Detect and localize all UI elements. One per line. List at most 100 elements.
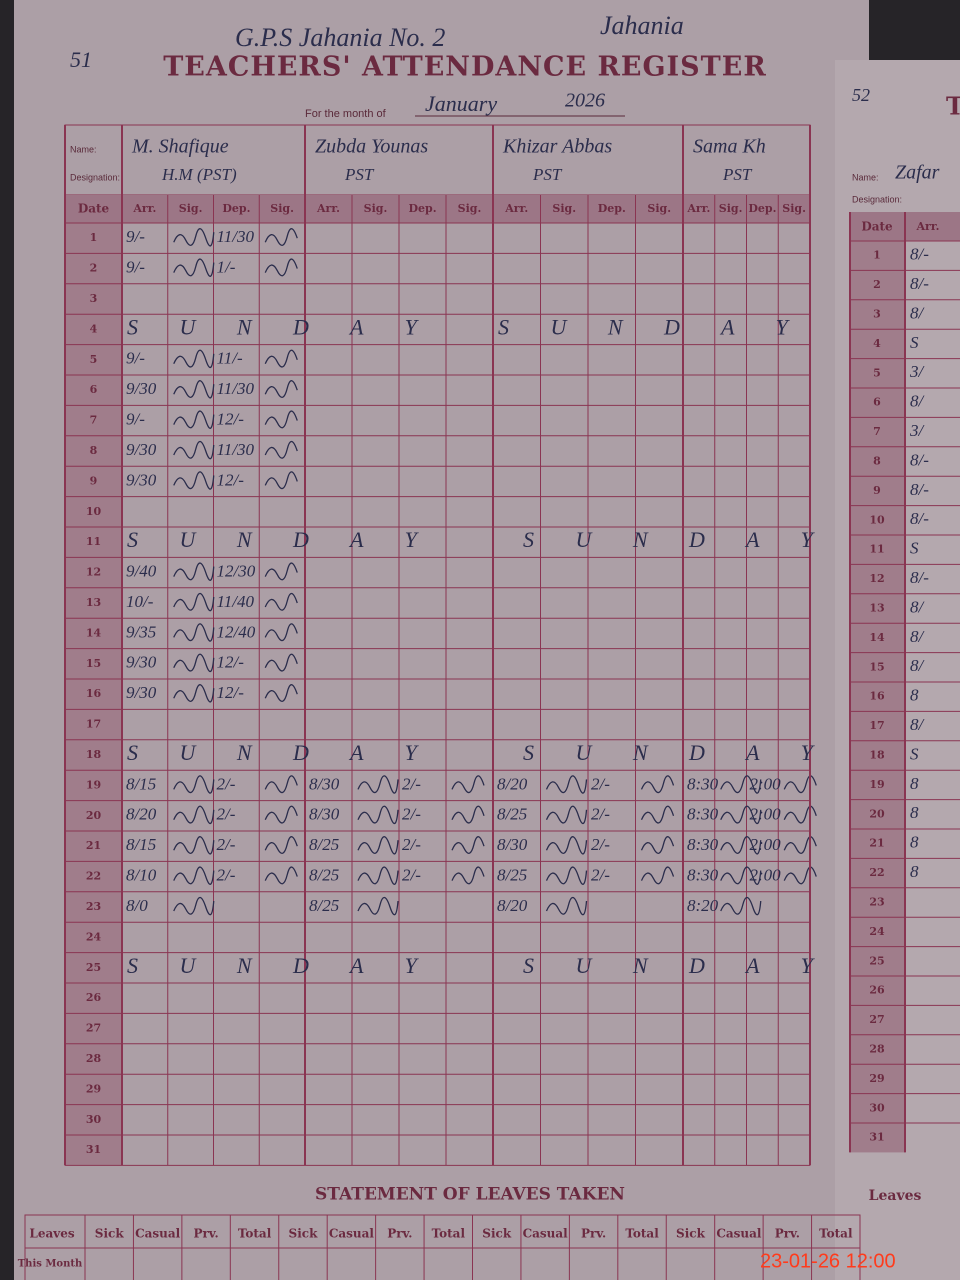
next-date-label: 7 (873, 425, 881, 438)
sunday-mark: S U N D A Y (523, 953, 831, 978)
next-arrival: 8/ (910, 656, 926, 675)
departure-time: 2:00 (750, 835, 782, 854)
leaves-header: Sick (289, 1227, 319, 1241)
signature (545, 775, 588, 794)
school-name: G.P.S Jahania No. 2 (235, 23, 445, 52)
signature (173, 349, 215, 369)
departure-time: 12/- (217, 470, 245, 489)
column-header: Sig. (647, 202, 671, 215)
departure-time: 11/30 (217, 379, 255, 398)
timestamp: 23-01-26 12:00 (760, 1250, 896, 1272)
signature (264, 471, 298, 490)
signature (173, 592, 215, 612)
next-date-label: 25 (869, 954, 884, 967)
departure-time: 2/- (402, 866, 421, 885)
year: 2026 (565, 90, 605, 112)
teacher-designation: PST (532, 165, 563, 184)
date-label: 25 (86, 961, 101, 974)
next-arrival: 8 (910, 803, 919, 822)
next-date-label: 9 (873, 484, 881, 497)
departure-time: 2/- (402, 774, 421, 793)
date-label: 22 (86, 870, 101, 883)
next-arrival: 8 (910, 686, 919, 705)
date-label: 27 (86, 1022, 101, 1035)
signature (640, 805, 675, 824)
next-date-label: 29 (869, 1072, 884, 1085)
arrival-time: 8:20 (687, 896, 719, 915)
signature (173, 410, 215, 429)
column-header: Arr. (686, 202, 710, 215)
column-header: Sig. (719, 202, 743, 215)
departure-time: 11/- (217, 349, 243, 368)
arrival-time: 8/20 (497, 774, 528, 793)
signature (720, 836, 762, 855)
arrival-time: 8/20 (497, 896, 528, 915)
sunday-mark: S U N D A Y (523, 527, 831, 552)
arrival-time: 8/20 (126, 805, 157, 824)
leaves-header: Prv. (775, 1227, 800, 1241)
departure-time: 2/- (217, 774, 236, 793)
leaves-header: Total (432, 1227, 466, 1241)
departure-time: 12/40 (217, 622, 256, 641)
date-label: 30 (86, 1113, 102, 1126)
leaves-table (24, 1214, 861, 1280)
next-arrival: S (910, 744, 919, 763)
signature (720, 896, 762, 916)
next-arrival: 8/ (910, 303, 926, 322)
date-label: 21 (86, 839, 101, 852)
teacher-name: M. Shafique (131, 136, 229, 158)
arrival-time: 8/15 (126, 774, 156, 793)
next-leaves-header: Leaves (869, 1188, 922, 1204)
next-arrival: 8/- (910, 245, 929, 264)
next-date-label: 3 (873, 308, 881, 321)
next-date-label: 17 (869, 719, 884, 732)
teacher-name: Zubda Younas (315, 136, 428, 158)
next-name-label: Name: (852, 172, 879, 182)
sunday-mark: S U N D A Y (127, 740, 435, 765)
arrival-time: 8/10 (126, 866, 157, 885)
leaves-header: Total (625, 1227, 659, 1241)
next-date-label: 10 (869, 513, 885, 526)
signature (264, 805, 298, 824)
arrival-time: 9/30 (126, 683, 157, 702)
date-label: 10 (86, 505, 102, 518)
date-label: 19 (86, 778, 101, 791)
next-date-label: 16 (869, 690, 885, 703)
next-arrival: 8/- (910, 568, 929, 587)
leaves-header: Casual (523, 1227, 569, 1241)
departure-time: 11/30 (217, 227, 255, 246)
date-label: 13 (86, 596, 101, 609)
date-label: 26 (86, 991, 102, 1004)
arrival-time: 9/40 (126, 562, 157, 581)
signature (720, 805, 762, 825)
leaves-this-month: This Month (18, 1259, 83, 1270)
leaves-header: Casual (716, 1227, 762, 1241)
column-header: Sig. (179, 202, 203, 215)
date-label: 9 (90, 474, 98, 487)
arrival-time: 8/30 (309, 805, 340, 824)
leaves-header: Casual (329, 1227, 375, 1241)
signature (264, 349, 298, 368)
departure-time: 12/30 (217, 562, 256, 581)
next-date-label: 2 (873, 278, 881, 291)
next-date-label: 27 (869, 1013, 884, 1026)
signature (264, 623, 298, 642)
signature (451, 805, 485, 824)
leaves-header: Sick (95, 1227, 125, 1241)
departure-time: 2/- (591, 805, 610, 824)
next-date-label: 18 (869, 749, 885, 762)
arrival-time: 9/30 (126, 440, 157, 459)
next-name: Zafar (895, 162, 940, 184)
signature (357, 896, 399, 916)
column-header: Sig. (458, 202, 482, 215)
date-label: 20 (86, 809, 102, 822)
next-date-label: 5 (873, 366, 881, 379)
leaves-header: Prv. (193, 1227, 218, 1241)
signature (545, 896, 588, 916)
date-label: 31 (86, 1143, 101, 1156)
next-date-label: 1 (873, 249, 881, 262)
column-header: Arr. (504, 202, 528, 215)
column-header: Dep. (408, 202, 436, 215)
leaves-header: Sick (482, 1227, 512, 1241)
next-arrival: 8/- (910, 480, 929, 499)
